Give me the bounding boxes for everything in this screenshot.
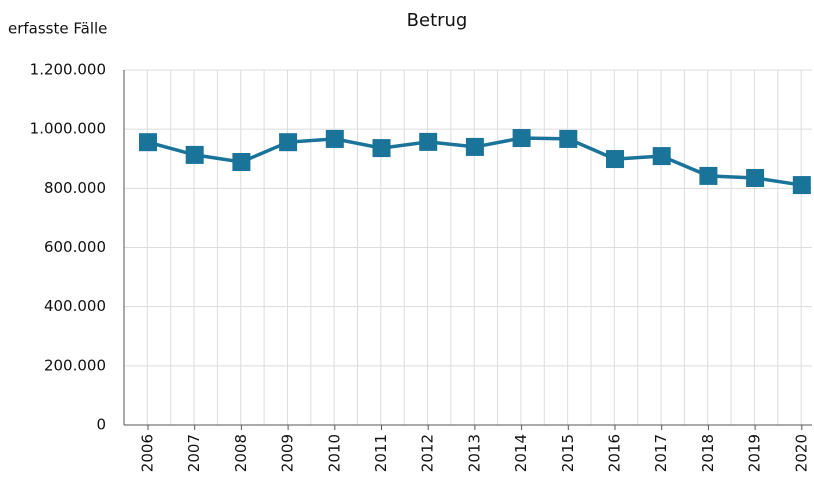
y-tick-label: 1.000.000 — [30, 120, 106, 138]
y-tick-label: 600.000 — [44, 238, 106, 256]
x-tick-label: 2015 — [559, 434, 577, 472]
y-tick-label: 1.200.000 — [30, 61, 106, 79]
marker — [139, 133, 157, 152]
marker — [232, 153, 251, 172]
y-axis-label: erfasste Fälle — [8, 20, 107, 38]
marker — [419, 132, 438, 151]
marker — [325, 129, 344, 148]
chart-title: Betrug — [407, 10, 468, 31]
x-tick-label: 2010 — [325, 434, 343, 472]
y-tick-label: 200.000 — [44, 356, 106, 374]
marker — [372, 139, 391, 158]
marker — [746, 168, 765, 187]
x-tick-label: 2020 — [792, 434, 810, 472]
y-tick-label: 400.000 — [44, 297, 106, 315]
x-tick-label: 2016 — [606, 434, 624, 472]
x-tick-label: 2007 — [185, 434, 203, 472]
marker — [279, 133, 298, 152]
marker — [652, 147, 671, 166]
marker — [792, 176, 811, 195]
x-tick-label: 2008 — [232, 434, 250, 472]
x-tick-label: 2006 — [139, 434, 157, 472]
y-tick-label: 800.000 — [44, 179, 106, 197]
marker — [606, 150, 624, 169]
x-tick-label: 2011 — [372, 434, 390, 472]
x-tick-label: 2012 — [419, 434, 437, 472]
x-tick-label: 2014 — [512, 434, 530, 472]
marker — [185, 145, 204, 164]
x-tick-label: 2019 — [746, 434, 764, 472]
marker — [512, 129, 531, 148]
x-tick-label: 2017 — [652, 434, 670, 472]
marker — [465, 137, 484, 156]
x-tick-label: 2009 — [279, 434, 297, 472]
x-tick-label: 2013 — [465, 434, 483, 472]
marker — [559, 129, 578, 148]
marker — [699, 166, 718, 185]
y-tick-label: 0 — [96, 416, 106, 434]
x-tick-label: 2018 — [699, 434, 717, 472]
